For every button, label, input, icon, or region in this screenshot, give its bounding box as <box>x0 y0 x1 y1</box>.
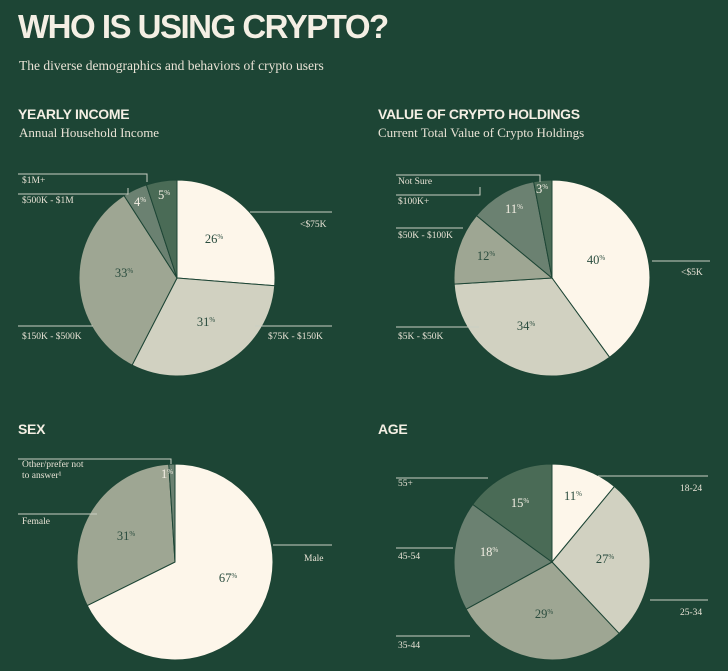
slice-category-label: $1M+ <box>22 175 45 186</box>
slice-category-label: $5K - $50K <box>398 331 444 342</box>
holdings-chart-subtitle: Current Total Value of Crypto Holdings <box>378 125 585 140</box>
pie-slice <box>551 485 651 635</box>
pie-slice <box>453 277 611 377</box>
holdings-pie: 40%34%12%11%3%<$5K$5K - $50K$50K - $100K… <box>396 174 710 377</box>
slice-category-label: 18-24 <box>680 484 702 494</box>
page-title: WHO IS USING CRYPTO? <box>18 8 389 45</box>
slice-category-label: $75K - $150K <box>268 331 323 342</box>
slice-category-label: 45-54 <box>398 552 420 562</box>
leader-line <box>396 174 541 182</box>
sex-chart-title: SEX <box>18 421 46 437</box>
pie-slice <box>145 179 178 279</box>
slice-category-label: to answer¹ <box>22 471 62 481</box>
pie-slice <box>551 179 651 358</box>
slice-category-label: $100K+ <box>398 196 429 207</box>
slice-category-label: Male <box>304 554 324 564</box>
pie-slice <box>176 179 276 287</box>
slice-category-label: <$5K <box>681 267 703 278</box>
pie-slice <box>472 463 553 563</box>
slice-category-label: 55+ <box>398 479 413 489</box>
pie-slice <box>78 194 178 366</box>
income-chart-subtitle: Annual Household Income <box>19 125 160 140</box>
slice-category-label: $150K - $500K <box>22 331 82 342</box>
slice-category-label: <$75K <box>300 219 327 230</box>
slice-category-label: 25-34 <box>680 608 702 618</box>
pie-slice <box>551 463 616 564</box>
leader-line <box>18 188 129 195</box>
pie-slice <box>533 179 553 279</box>
page-subtitle: The diverse demographics and behaviors o… <box>19 58 324 73</box>
leader-line <box>18 458 172 464</box>
slice-category-label: Other/prefer not <box>22 459 84 470</box>
slice-category-label: Female <box>22 517 50 527</box>
income-pie: 26%31%33%4% 5%<$75K$75K - $150K$150K - $5… <box>18 173 332 377</box>
pie-slice <box>475 181 553 280</box>
slice-category-label: $50K - $100K <box>398 230 453 241</box>
slice-category-label: $500K - $1M <box>22 195 74 206</box>
pie-slice <box>86 463 274 661</box>
pie-slice <box>168 463 176 563</box>
slice-category-label: Not Sure <box>398 177 432 187</box>
slice-category-label: 35-44 <box>398 641 420 651</box>
pie-slice <box>453 503 553 610</box>
holdings-chart-title: VALUE OF CRYPTO HOLDINGS <box>378 106 580 122</box>
leader-line <box>18 173 148 182</box>
pie-slice <box>465 561 620 661</box>
leader-line <box>396 187 481 196</box>
income-chart-title: YEARLY INCOME <box>18 106 130 122</box>
age-chart-title: AGE <box>378 421 408 437</box>
pie-slice <box>453 214 554 285</box>
pie-slice <box>131 277 276 377</box>
pie-slice <box>76 463 176 607</box>
